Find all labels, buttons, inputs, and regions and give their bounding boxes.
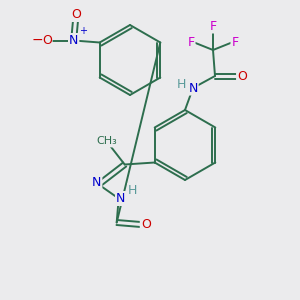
Text: F: F <box>188 35 195 49</box>
Text: N: N <box>69 34 78 47</box>
Text: O: O <box>42 34 52 47</box>
Text: O: O <box>71 8 81 21</box>
Text: N: N <box>92 176 101 189</box>
Text: N: N <box>188 82 198 94</box>
Text: H: H <box>128 184 137 197</box>
Text: N: N <box>116 192 125 205</box>
Text: F: F <box>209 20 217 32</box>
Text: O: O <box>141 218 151 231</box>
Text: H: H <box>176 77 186 91</box>
Text: +: + <box>79 26 87 37</box>
Text: −: − <box>32 32 44 46</box>
Text: F: F <box>231 35 239 49</box>
Text: O: O <box>237 70 247 83</box>
Text: CH₃: CH₃ <box>96 136 117 146</box>
